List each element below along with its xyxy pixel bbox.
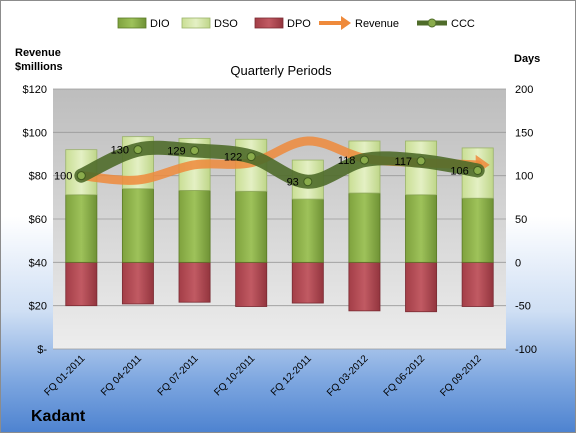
ccc-marker	[190, 146, 200, 156]
category-label: FQ 04-2011	[99, 353, 144, 398]
ccc-marker	[473, 165, 483, 175]
legend-label-dpo: DPO	[287, 18, 311, 30]
category-label: FQ 10-2011	[212, 353, 257, 398]
ccc-data-label: 129	[167, 146, 185, 158]
right-tick-label: 200	[515, 84, 533, 96]
ccc-marker	[246, 152, 256, 162]
bar-dio	[235, 190, 268, 263]
left-tick-label: $60	[29, 214, 47, 226]
right-axis-title: Days	[514, 53, 540, 65]
left-tick-label: $120	[23, 84, 47, 96]
bar-dpo	[235, 261, 268, 307]
left-axis-title-line1: Revenue	[15, 47, 61, 59]
bar-dio	[348, 192, 381, 263]
right-tick-label: 100	[515, 171, 533, 183]
bar-dpo	[121, 261, 154, 305]
bar-dio	[405, 194, 438, 263]
ccc-marker	[76, 171, 86, 181]
line-ccc	[74, 140, 485, 189]
legend: DIO DSO DPO Revenue CCC	[117, 16, 475, 30]
ccc-data-label: 93	[287, 177, 299, 189]
left-tick-label: $20	[29, 301, 47, 313]
bar-dio	[461, 197, 494, 263]
category-axis-labels: FQ 01-2011 FQ 04-2011 FQ 07-2011 FQ 10-2011…	[42, 353, 484, 399]
bar-dpo	[461, 261, 494, 307]
category-label: FQ 06-2012	[382, 353, 428, 399]
legend-label-dio: DIO	[150, 18, 170, 30]
ccc-data-label: 106	[450, 165, 468, 177]
bar-dio	[178, 189, 211, 263]
bar-dio	[291, 198, 324, 263]
ccc-marker	[359, 155, 369, 165]
legend-label-revenue: Revenue	[355, 18, 399, 30]
ccc-marker	[303, 177, 313, 187]
bar-dpo	[291, 261, 324, 304]
category-label: FQ 12-2011	[269, 353, 314, 398]
bar-dpo	[405, 261, 438, 313]
left-tick-label: $40	[29, 257, 47, 269]
bar-dpo	[178, 261, 211, 303]
lines	[74, 136, 490, 189]
legend-swatch-ccc	[417, 18, 447, 28]
ccc-data-label: 100	[54, 171, 72, 183]
legend-swatch-revenue	[319, 16, 351, 30]
category-label: FQ 09-2012	[438, 353, 484, 399]
left-tick-label: $-	[37, 344, 47, 356]
legend-swatch-dpo	[254, 17, 284, 29]
legend-label-ccc: CCC	[451, 18, 475, 30]
ccc-data-label: 117	[395, 156, 413, 168]
ccc-marker	[416, 156, 426, 166]
bar-dio	[121, 188, 154, 263]
ccc-marker	[133, 145, 143, 155]
ccc-data-label: 130	[111, 145, 129, 157]
bar-dpo	[65, 261, 98, 307]
bar-dio	[65, 194, 98, 263]
right-tick-label: 50	[515, 214, 527, 226]
right-tick-label: -50	[515, 301, 531, 313]
left-tick-label: $80	[29, 171, 47, 183]
ccc-data-label: 118	[338, 155, 356, 167]
data-labels: 100 130 129 122 93 118 117 106	[54, 145, 469, 189]
right-tick-label: 0	[515, 257, 521, 269]
right-tick-label: 150	[515, 127, 533, 139]
bar-dpo	[348, 261, 381, 312]
left-axis-ticks: $- $20 $40 $60 $80 $100 $120	[23, 84, 48, 356]
ccc-data-label: 122	[224, 152, 242, 164]
legend-swatch-dio	[117, 17, 147, 29]
category-label: FQ 01-2011	[42, 353, 87, 398]
right-axis-ticks: -100 -50 0 50 100 150 200	[515, 84, 537, 356]
left-tick-label: $100	[23, 127, 47, 139]
legend-label-dso: DSO	[214, 18, 238, 30]
left-axis-title-line2: $millions	[15, 61, 63, 73]
category-label: FQ 03-2012	[325, 353, 371, 399]
right-tick-label: -100	[515, 344, 537, 356]
category-label: FQ 07-2011	[156, 353, 201, 398]
company-name: Kadant	[31, 408, 86, 425]
legend-swatch-dso	[181, 17, 211, 29]
chart-title: Quarterly Periods	[230, 63, 332, 78]
